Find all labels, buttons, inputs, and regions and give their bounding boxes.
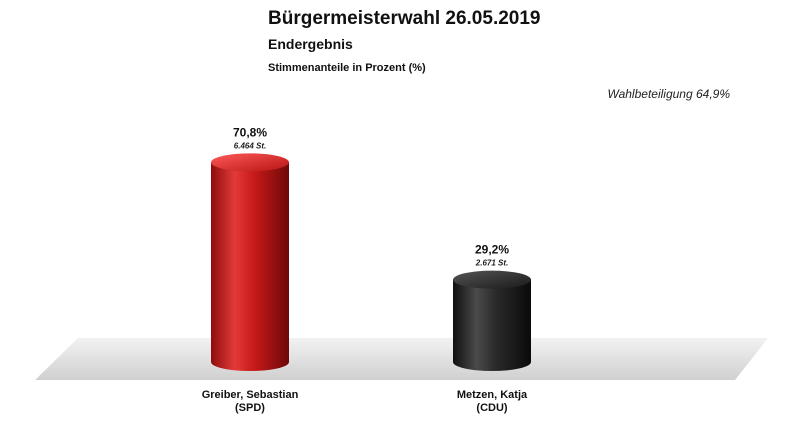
- votes-label: 6.464 St.: [234, 141, 266, 150]
- chart-title: Bürgermeisterwahl 26.05.2019: [268, 8, 541, 29]
- chart-subtitle: Endergebnis: [268, 36, 353, 52]
- bar-top-cap: [453, 270, 531, 289]
- bar-body: [453, 279, 531, 371]
- value-label: 70,8%: [233, 125, 267, 139]
- category-label-name: Greiber, Sebastian: [202, 389, 299, 401]
- bar-top-cap: [211, 153, 289, 172]
- category-label-party: (SPD): [235, 402, 265, 414]
- bars-group: 70,8% 6.464 St. Greiber, Sebastian(SPD) 29,…: [202, 125, 531, 414]
- category-label-party: (CDU): [476, 402, 507, 414]
- title-block: Bürgermeisterwahl 26.05.2019 Endergebnis…: [268, 8, 541, 75]
- votes-label: 2.671 St.: [475, 259, 508, 268]
- unit-label: Stimmenanteile in Prozent (%): [268, 62, 426, 74]
- bar-body: [211, 162, 289, 371]
- value-label: 29,2%: [475, 243, 509, 257]
- bar-2: 29,2% 2.671 St. Metzen, Katja(CDU): [453, 243, 531, 414]
- chart-floor: [35, 338, 768, 380]
- turnout-annotation: Wahlbeteiligung 64,9%: [607, 87, 730, 101]
- category-label-name: Metzen, Katja: [457, 389, 528, 401]
- bar-1: 70,8% 6.464 St. Greiber, Sebastian(SPD): [202, 125, 299, 414]
